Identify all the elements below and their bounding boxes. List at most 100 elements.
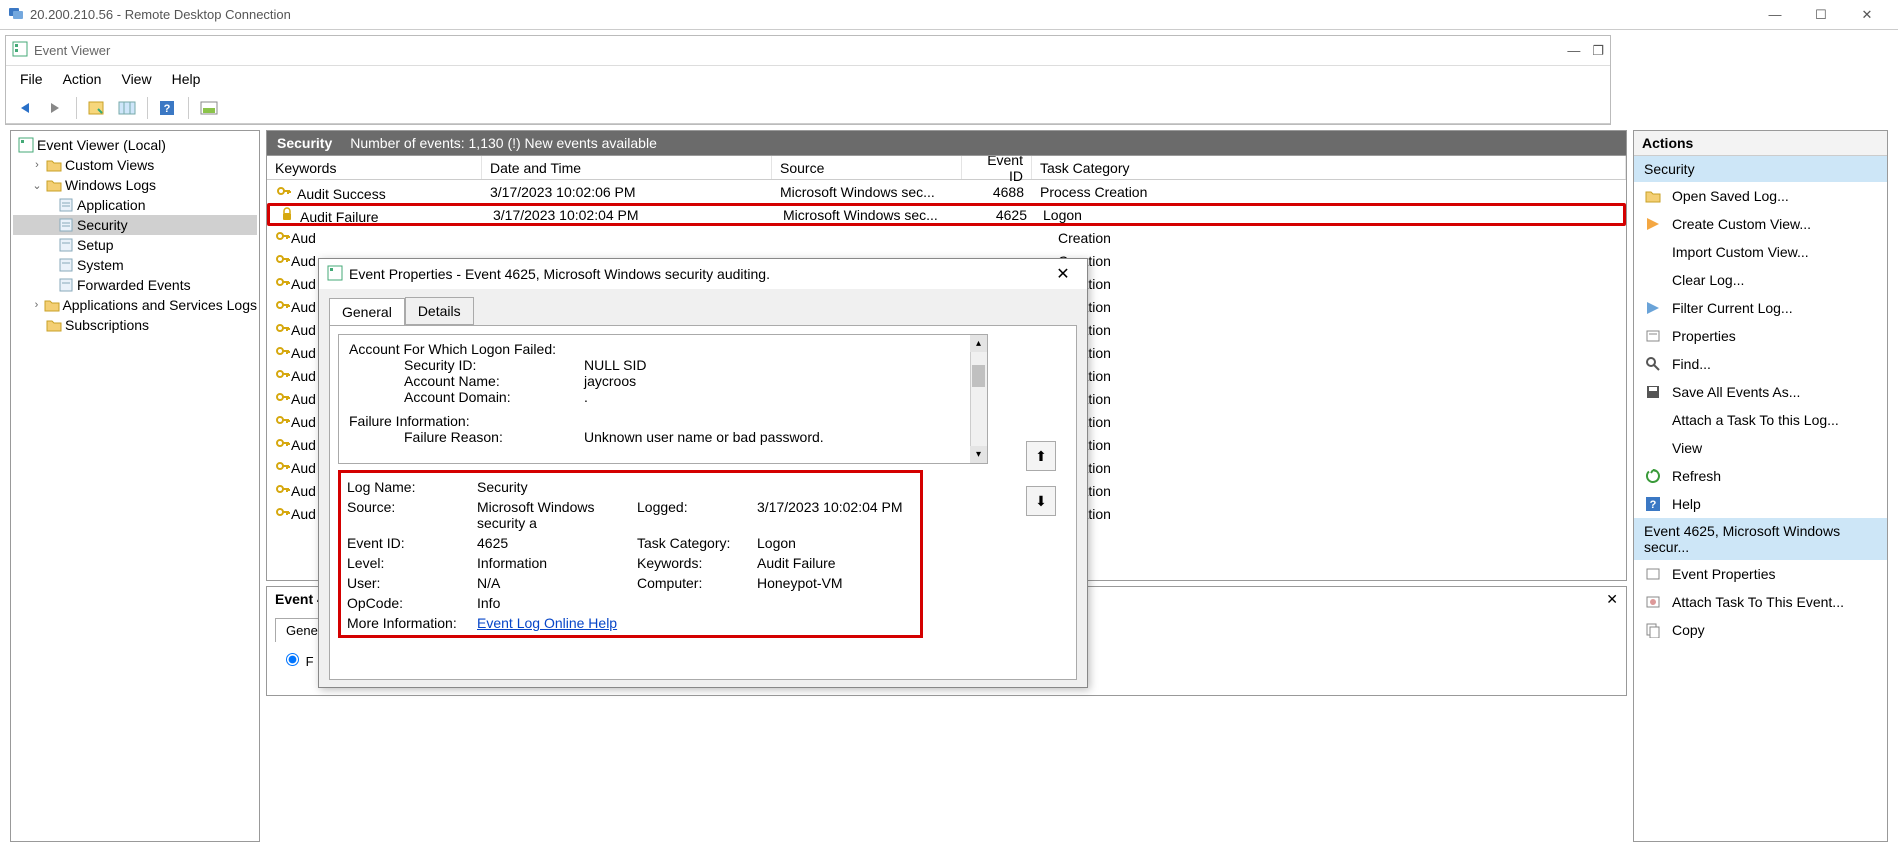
chevron-right-icon[interactable]: › xyxy=(31,299,42,311)
dialog-icon xyxy=(327,265,343,284)
tree-applications-services[interactable]: › Applications and Services Logs xyxy=(13,295,257,315)
menu-view[interactable]: View xyxy=(121,71,151,87)
toolbar-help-icon[interactable]: ? xyxy=(156,96,180,120)
actions-item[interactable]: Attach Task To This Event... xyxy=(1634,588,1887,616)
next-event-button[interactable]: ⬇ xyxy=(1026,486,1056,516)
scroll-thumb[interactable] xyxy=(972,365,985,387)
actions-item-label: Help xyxy=(1672,496,1701,512)
cell-keywords: Aud xyxy=(291,322,316,338)
actions-item[interactable]: Save All Events As... xyxy=(1634,378,1887,406)
actions-item[interactable]: ? Help xyxy=(1634,490,1887,518)
log-icon xyxy=(57,196,75,214)
col-date[interactable]: Date and Time xyxy=(482,156,772,179)
tree-pane: Event Viewer (Local) › Custom Views ⌄ Wi… xyxy=(10,130,260,842)
cell-category: Creation xyxy=(1050,253,1626,269)
actions-item[interactable]: View xyxy=(1634,434,1887,462)
key-icon xyxy=(275,389,291,408)
key-icon xyxy=(275,343,291,362)
actions-item[interactable]: Properties xyxy=(1634,322,1887,350)
actions-item[interactable]: Refresh xyxy=(1634,462,1887,490)
tree-custom-views[interactable]: › Custom Views xyxy=(13,155,257,175)
action-icon xyxy=(1644,355,1662,373)
back-button[interactable] xyxy=(14,96,38,120)
minimize-button[interactable]: — xyxy=(1752,0,1798,30)
desc-label: Security ID: xyxy=(404,357,584,373)
tree-root[interactable]: Event Viewer (Local) xyxy=(13,135,257,155)
menu-action[interactable]: Action xyxy=(63,71,102,87)
col-keywords[interactable]: Keywords xyxy=(267,156,482,179)
table-row-highlighted[interactable]: Audit Failure 3/17/2023 10:02:04 PM Micr… xyxy=(267,203,1626,226)
ev-minimize-button[interactable]: — xyxy=(1567,43,1580,59)
tree-security[interactable]: Security xyxy=(13,215,257,235)
action-icon: ? xyxy=(1644,495,1662,513)
key-icon xyxy=(275,320,291,339)
actions-section-event: Event 4625, Microsoft Windows secur... xyxy=(1634,518,1887,560)
actions-item[interactable]: Create Custom View... xyxy=(1634,210,1887,238)
toolbar-preview-icon[interactable] xyxy=(197,96,221,120)
log-name-header: Security xyxy=(277,135,332,151)
toolbar-view-icon[interactable] xyxy=(85,96,109,120)
scroll-up-icon[interactable]: ▴ xyxy=(970,335,987,352)
tree-application[interactable]: Application xyxy=(13,195,257,215)
action-icon xyxy=(1644,271,1662,289)
detail-close-button[interactable]: ✕ xyxy=(1606,591,1618,608)
tree-setup[interactable]: Setup xyxy=(13,235,257,255)
tree-windows-logs[interactable]: ⌄ Windows Logs xyxy=(13,175,257,195)
meta-label: Keywords: xyxy=(637,555,757,571)
actions-item[interactable]: Filter Current Log... xyxy=(1634,294,1887,322)
prev-event-button[interactable]: ⬆ xyxy=(1026,441,1056,471)
dialog-tab-general[interactable]: General xyxy=(329,298,405,326)
maximize-button[interactable]: ☐ xyxy=(1798,0,1844,30)
meta-value: 4625 xyxy=(477,535,637,551)
detail-radio[interactable]: F xyxy=(281,654,314,669)
actions-item[interactable]: Open Saved Log... xyxy=(1634,182,1887,210)
actions-item[interactable]: Import Custom View... xyxy=(1634,238,1887,266)
actions-item[interactable]: Find... xyxy=(1634,350,1887,378)
tree-label: Forwarded Events xyxy=(77,277,191,293)
table-row[interactable]: AudCreation xyxy=(267,226,1626,249)
ev-restore-button[interactable]: ❐ xyxy=(1592,43,1604,59)
tree-system[interactable]: System xyxy=(13,255,257,275)
chevron-down-icon[interactable]: ⌄ xyxy=(31,179,43,192)
cell-category: Logon xyxy=(1035,207,1623,223)
desc-line: Account For Which Logon Failed: xyxy=(349,341,977,357)
scroll-down-icon[interactable]: ▾ xyxy=(970,446,987,463)
key-icon xyxy=(275,412,291,431)
more-info-link[interactable]: Event Log Online Help xyxy=(477,615,617,631)
key-icon xyxy=(275,251,291,270)
cell-category: Creation xyxy=(1050,368,1626,384)
table-row[interactable]: Audit Success 3/17/2023 10:02:06 PM Micr… xyxy=(267,180,1626,203)
col-category[interactable]: Task Category xyxy=(1032,156,1626,179)
close-button[interactable]: ✕ xyxy=(1844,0,1890,30)
cell-keywords: Aud xyxy=(291,414,316,430)
actions-item[interactable]: Clear Log... xyxy=(1634,266,1887,294)
actions-item-label: Create Custom View... xyxy=(1672,216,1811,232)
tree-subscriptions[interactable]: Subscriptions xyxy=(13,315,257,335)
event-viewer-icon xyxy=(17,136,35,154)
tree-forwarded[interactable]: Forwarded Events xyxy=(13,275,257,295)
actions-item[interactable]: Attach a Task To this Log... xyxy=(1634,406,1887,434)
actions-item-label: Clear Log... xyxy=(1672,272,1744,288)
forward-button[interactable] xyxy=(44,96,68,120)
cell-keywords: Audit Failure xyxy=(300,209,379,225)
cell-category: Creation xyxy=(1050,483,1626,499)
cell-keywords: Aud xyxy=(291,460,316,476)
dialog-close-button[interactable]: ✕ xyxy=(1047,264,1079,284)
meta-label: Source: xyxy=(347,499,477,531)
menu-help[interactable]: Help xyxy=(172,71,201,87)
cell-source: Microsoft Windows sec... xyxy=(772,184,962,200)
toolbar-columns-icon[interactable] xyxy=(115,96,139,120)
actions-item[interactable]: Copy xyxy=(1634,616,1887,644)
tree-label: Windows Logs xyxy=(65,177,156,193)
dialog-tab-details[interactable]: Details xyxy=(405,297,474,325)
chevron-right-icon[interactable]: › xyxy=(31,159,43,171)
scrollbar[interactable]: ▴ ▾ xyxy=(970,335,987,463)
cell-keywords: Aud xyxy=(291,506,316,522)
cell-date: 3/17/2023 10:02:04 PM xyxy=(485,207,775,223)
menu-file[interactable]: File xyxy=(20,71,43,87)
col-source[interactable]: Source xyxy=(772,156,962,179)
col-eventid[interactable]: Event ID xyxy=(962,156,1032,179)
key-icon xyxy=(275,297,291,316)
cell-keywords: Audit Success xyxy=(297,186,386,202)
actions-item[interactable]: Event Properties xyxy=(1634,560,1887,588)
